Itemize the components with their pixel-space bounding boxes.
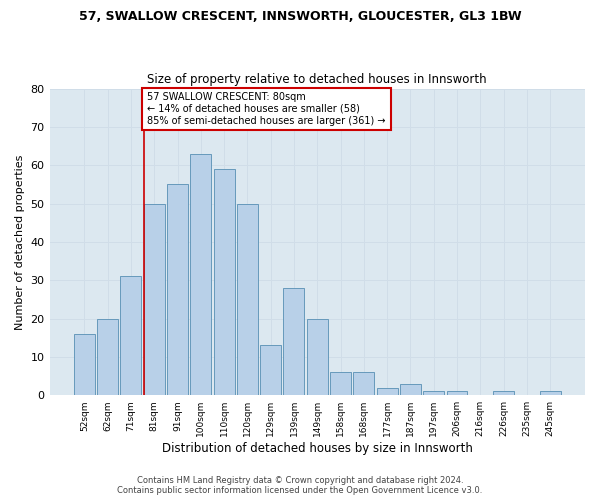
Bar [400, 384, 421, 395]
Bar [260, 346, 281, 395]
Bar [493, 392, 514, 395]
Bar [283, 288, 304, 395]
Title: Size of property relative to detached houses in Innsworth: Size of property relative to detached ho… [148, 73, 487, 86]
Bar [167, 184, 188, 395]
Text: 57, SWALLOW CRESCENT, INNSWORTH, GLOUCESTER, GL3 1BW: 57, SWALLOW CRESCENT, INNSWORTH, GLOUCES… [79, 10, 521, 23]
Bar [97, 318, 118, 395]
Bar [446, 392, 467, 395]
Bar [539, 392, 560, 395]
Bar [121, 276, 142, 395]
Text: Contains HM Land Registry data © Crown copyright and database right 2024.
Contai: Contains HM Land Registry data © Crown c… [118, 476, 482, 495]
Text: 57 SWALLOW CRESCENT: 80sqm
← 14% of detached houses are smaller (58)
85% of semi: 57 SWALLOW CRESCENT: 80sqm ← 14% of deta… [147, 92, 386, 126]
Bar [330, 372, 351, 395]
Bar [74, 334, 95, 395]
Bar [237, 204, 258, 395]
X-axis label: Distribution of detached houses by size in Innsworth: Distribution of detached houses by size … [162, 442, 473, 455]
Bar [214, 169, 235, 395]
Bar [353, 372, 374, 395]
Bar [307, 318, 328, 395]
Bar [377, 388, 398, 395]
Y-axis label: Number of detached properties: Number of detached properties [15, 154, 25, 330]
Bar [144, 204, 165, 395]
Bar [190, 154, 211, 395]
Bar [423, 392, 444, 395]
